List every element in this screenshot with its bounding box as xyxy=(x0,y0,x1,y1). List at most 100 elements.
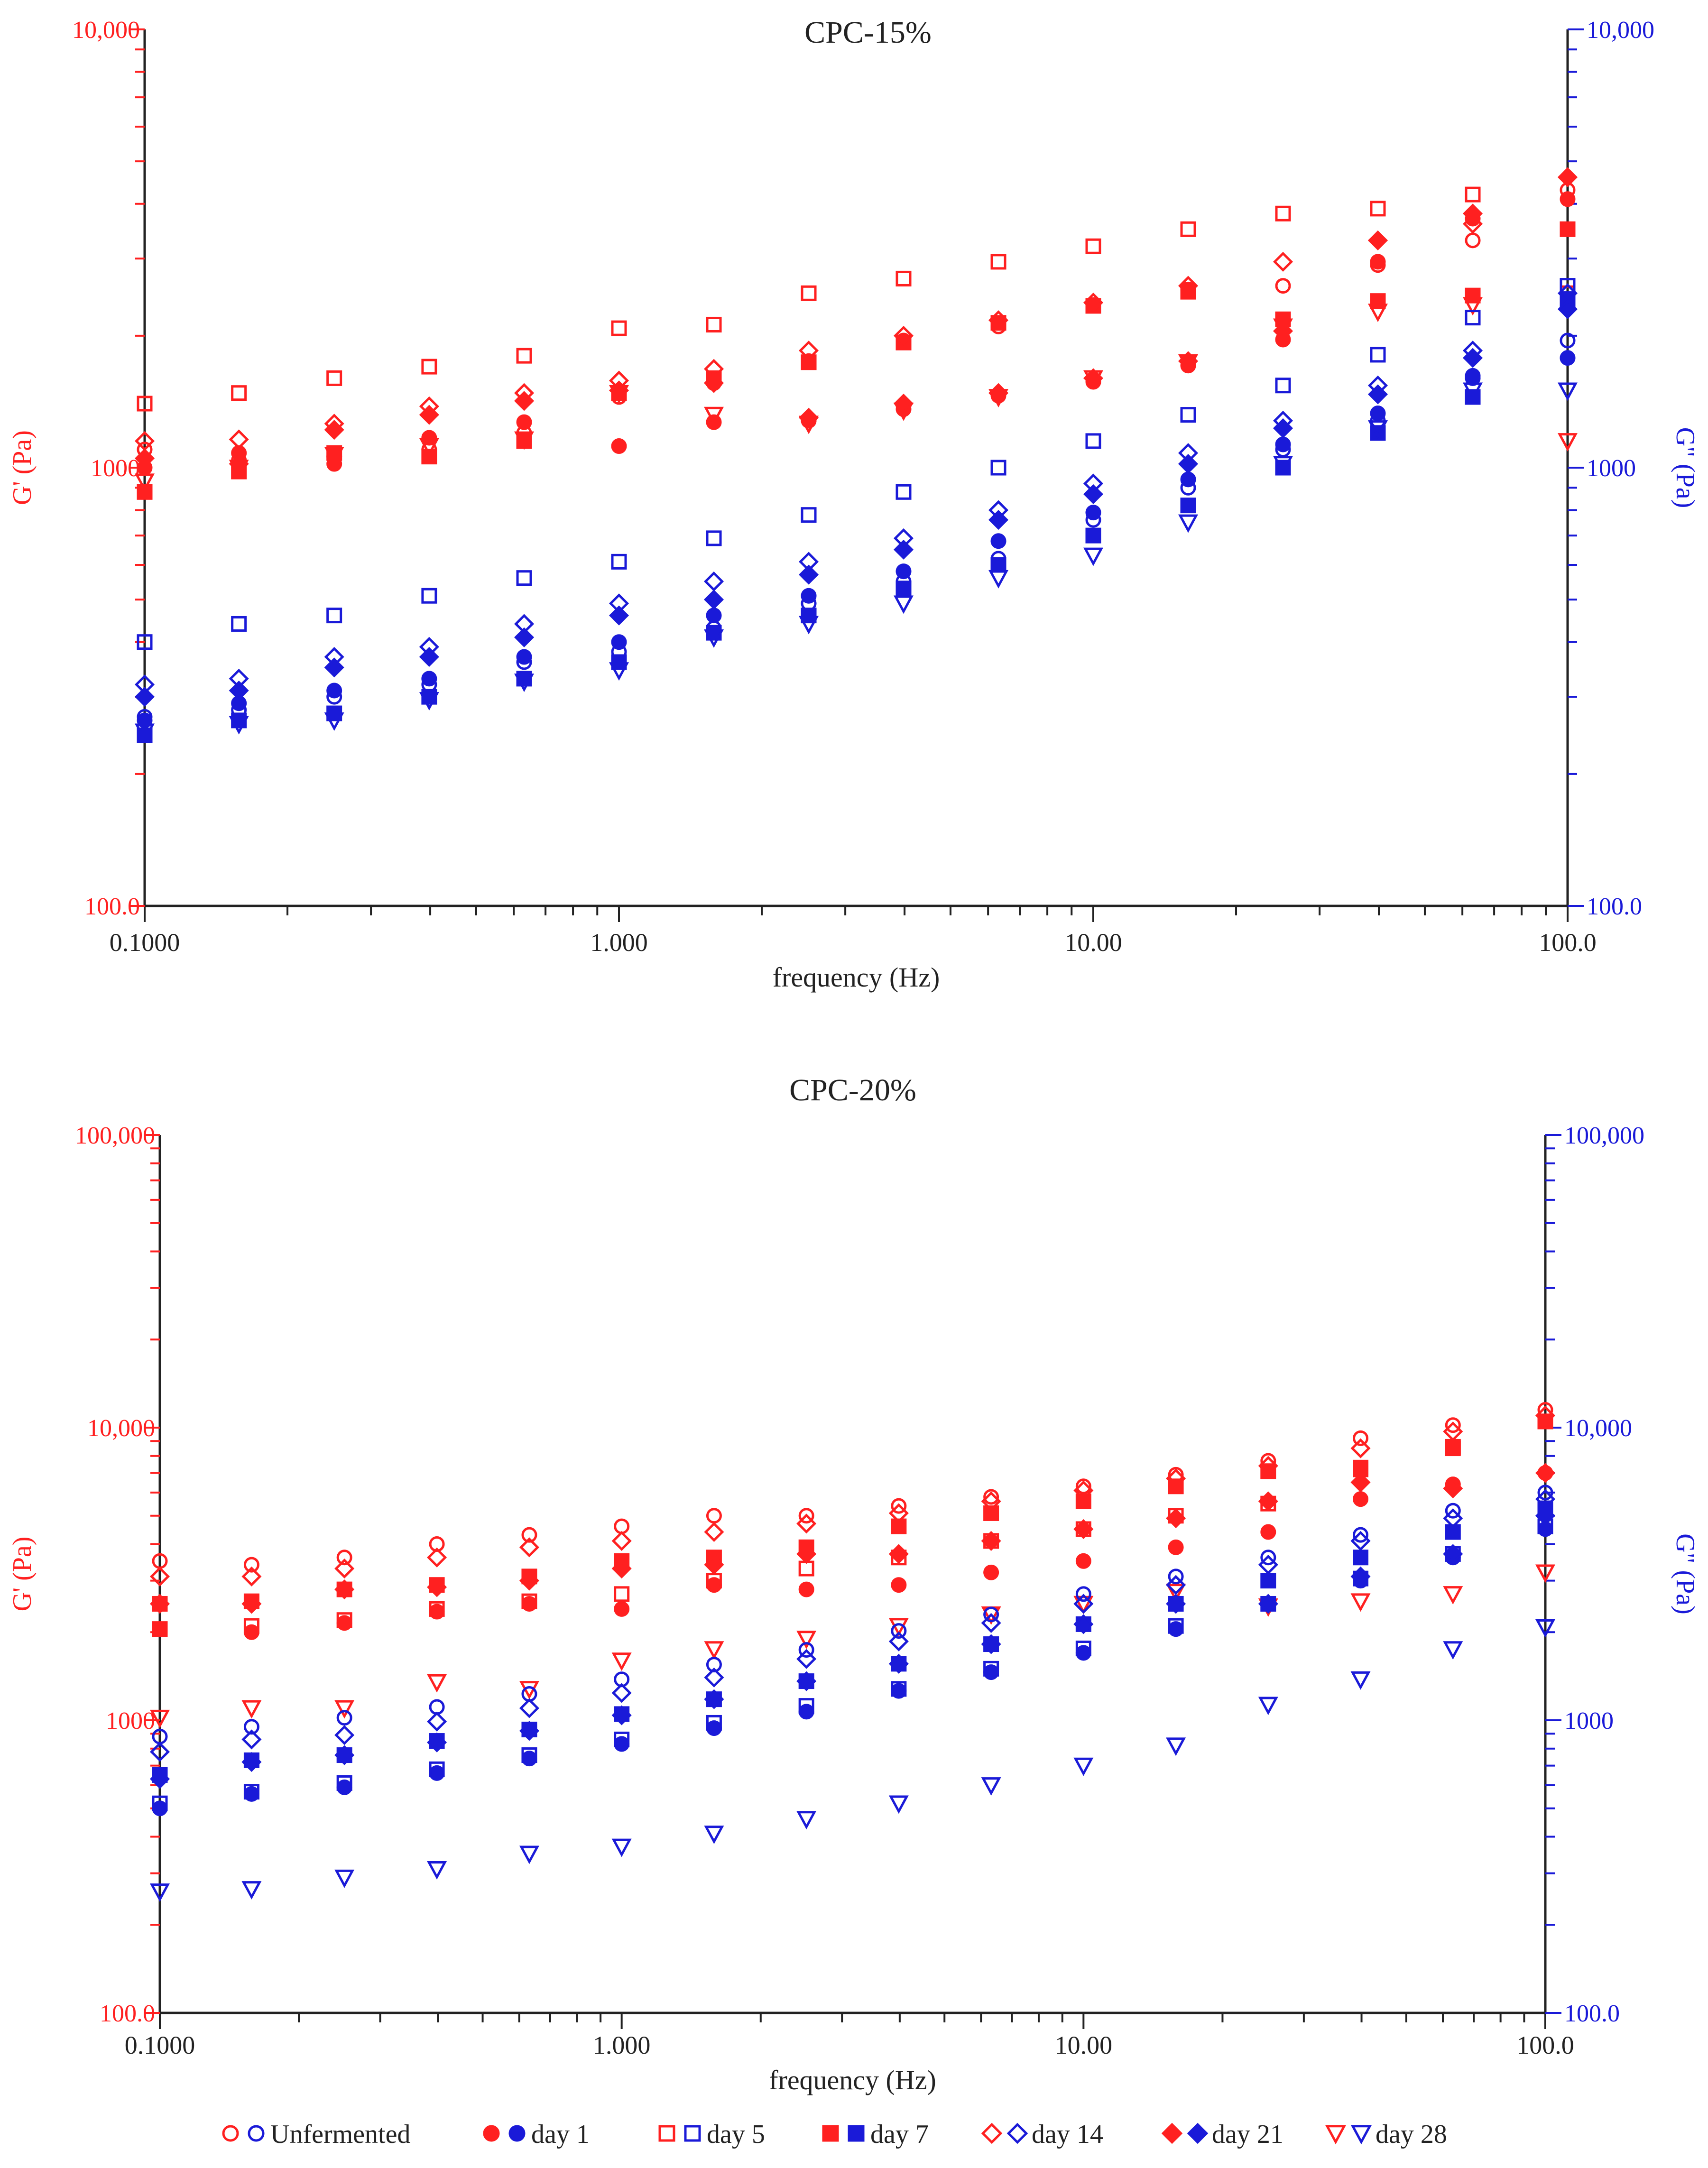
data-point xyxy=(152,1795,168,1811)
data-point xyxy=(1260,1573,1276,1589)
data-point xyxy=(611,634,627,650)
legend-marker-gprime xyxy=(658,2125,675,2142)
data-point xyxy=(514,431,535,450)
data-point xyxy=(988,389,1009,407)
data-point xyxy=(1350,1593,1371,1612)
data-point xyxy=(1558,382,1578,401)
legend-label: day 7 xyxy=(870,2120,929,2149)
data-point xyxy=(1258,1555,1278,1575)
data-point xyxy=(334,1869,355,1888)
data-point xyxy=(152,1800,168,1817)
data-point xyxy=(134,687,155,707)
y-left-tick-label: 100.0 xyxy=(100,2000,155,2027)
data-point xyxy=(1535,1564,1555,1583)
x-tick-label: 1.000 xyxy=(590,928,648,957)
data-point xyxy=(798,341,819,361)
data-point xyxy=(1178,514,1199,533)
x-tick-label: 100.0 xyxy=(1516,2031,1574,2059)
data-point xyxy=(1085,238,1101,254)
data-point xyxy=(1075,1493,1091,1509)
data-point xyxy=(706,1577,722,1593)
data-point xyxy=(706,1657,722,1673)
data-point xyxy=(1445,1417,1461,1433)
data-point xyxy=(427,1674,447,1693)
data-point xyxy=(1083,484,1104,504)
data-point xyxy=(1370,201,1386,217)
data-point xyxy=(990,533,1006,549)
y-right-tick-label: 10,000 xyxy=(1587,17,1654,44)
data-point xyxy=(1558,433,1578,452)
series-unfermented-g-prime xyxy=(152,1402,1553,1573)
data-point xyxy=(1535,1405,1556,1426)
data-point xyxy=(1258,1594,1278,1614)
data-point xyxy=(519,1845,539,1864)
data-point xyxy=(798,564,819,585)
data-point xyxy=(611,1683,632,1703)
data-point xyxy=(241,1752,262,1772)
data-point xyxy=(427,1861,447,1880)
data-point xyxy=(1083,547,1103,566)
legend-item-unfermented: Unfermented xyxy=(222,2120,410,2149)
legend-marker-gprime xyxy=(1161,2122,1183,2144)
data-point xyxy=(611,438,627,454)
data-point xyxy=(1073,1757,1094,1776)
data-point xyxy=(706,1715,722,1731)
y-right-tick-label: 100,000 xyxy=(1564,1122,1644,1149)
series-day-28-g-prime xyxy=(135,297,1578,492)
data-point xyxy=(1260,1524,1276,1540)
legend-marker-gdoubleprime xyxy=(508,2125,526,2142)
data-point xyxy=(704,406,724,425)
data-point xyxy=(427,1732,447,1753)
legend-marker-gdoubleprime xyxy=(848,2125,865,2142)
data-point xyxy=(703,373,724,393)
data-point xyxy=(336,1775,352,1791)
data-point xyxy=(1350,1531,1371,1551)
series-day-1-g-prime xyxy=(152,1465,1553,1640)
data-point xyxy=(896,563,912,580)
data-point xyxy=(614,1736,630,1752)
data-point xyxy=(1273,251,1293,272)
data-point xyxy=(241,1594,262,1614)
data-point xyxy=(704,1689,724,1709)
data-point xyxy=(1560,350,1576,366)
data-point xyxy=(1180,471,1196,488)
series-day-14-g-prime xyxy=(134,167,1578,451)
y-left-tick-label: 1000 xyxy=(106,1707,155,1734)
data-point xyxy=(1353,1459,1369,1476)
data-point xyxy=(1465,310,1481,326)
data-point xyxy=(891,1498,907,1514)
data-point xyxy=(1370,347,1386,363)
series-day-14-g-prime xyxy=(149,1405,1556,1587)
data-point xyxy=(983,1564,999,1580)
y-left-tick-label: 100.0 xyxy=(84,893,140,920)
data-point xyxy=(888,1503,909,1523)
data-point xyxy=(429,1765,445,1781)
data-point xyxy=(229,716,249,735)
y-right-tick-label: 100.0 xyxy=(1587,893,1642,920)
data-point xyxy=(1180,284,1196,300)
series-day-1-g-prime xyxy=(137,191,1576,476)
data-point xyxy=(1178,354,1199,373)
data-point xyxy=(981,1777,1001,1796)
data-point xyxy=(983,1664,999,1680)
data-point xyxy=(1083,370,1103,389)
legend-marker-gprime xyxy=(1325,2125,1347,2145)
data-point xyxy=(514,673,535,692)
data-point xyxy=(1275,205,1291,221)
data-point xyxy=(981,1491,1001,1512)
legend-label: day 5 xyxy=(707,2120,765,2149)
data-point xyxy=(1560,332,1576,349)
data-point xyxy=(1168,1568,1184,1585)
data-point xyxy=(1535,1505,1556,1526)
data-point xyxy=(519,1537,539,1558)
data-point xyxy=(888,1653,909,1674)
legend-marker-gprime xyxy=(222,2125,239,2142)
data-point xyxy=(229,429,249,450)
data-point xyxy=(704,1667,724,1688)
data-point xyxy=(1075,1586,1091,1602)
legend-item-day-7: day 7 xyxy=(822,2120,929,2149)
data-point xyxy=(1353,1430,1369,1446)
data-point xyxy=(1463,297,1483,316)
data-point xyxy=(1166,1737,1186,1756)
data-point xyxy=(135,723,155,742)
